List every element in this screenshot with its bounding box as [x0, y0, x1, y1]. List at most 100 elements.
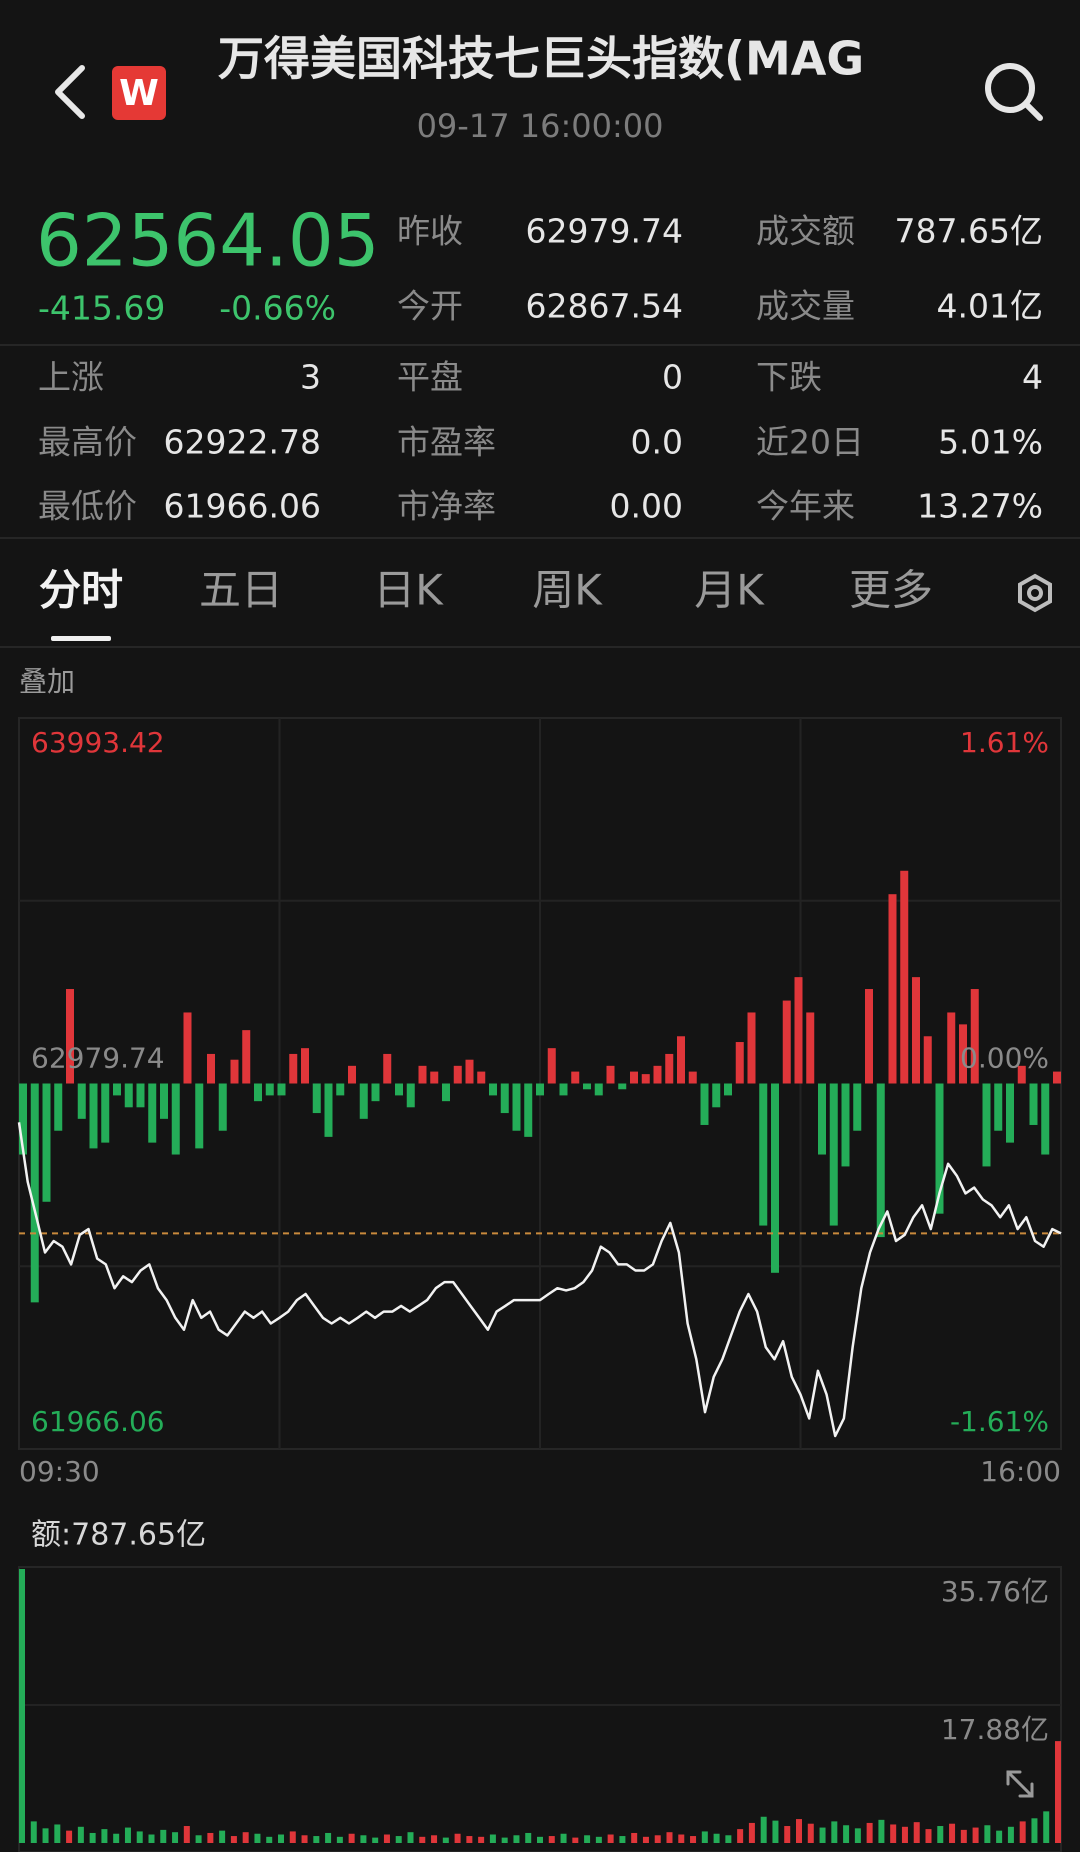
expand-button[interactable] — [1006, 1770, 1034, 1798]
turnover-bar — [336, 1836, 343, 1843]
tab[interactable]: 五日 — [199, 566, 283, 615]
x-tick-label: 16:00 — [980, 1455, 1061, 1488]
change-bar — [747, 1012, 756, 1084]
turnover-bar — [54, 1824, 61, 1843]
change-bar — [571, 1071, 580, 1084]
change-bar — [442, 1083, 450, 1102]
change-bar — [829, 1083, 838, 1226]
change-bar — [395, 1083, 403, 1096]
tab[interactable]: 周K — [532, 566, 603, 615]
svg-text:W: W — [119, 73, 159, 114]
y2-tick-label: 0.00% — [960, 1042, 1049, 1075]
stat-value: 4 — [1022, 358, 1043, 397]
change-bar — [124, 1083, 133, 1108]
change-bar — [888, 894, 897, 1084]
change-bar — [1053, 1071, 1061, 1084]
turnover-bar — [1019, 1821, 1026, 1843]
change-bar — [782, 1000, 791, 1084]
turnover-bar — [66, 1830, 73, 1843]
change-bar — [19, 1083, 27, 1155]
change-bar — [171, 1083, 180, 1155]
change-bar — [606, 1065, 615, 1084]
turnover-bar — [395, 1836, 402, 1843]
change-bar — [559, 1083, 568, 1096]
change-bar — [77, 1083, 86, 1119]
change-bar — [324, 1083, 333, 1137]
turnover-bar — [1007, 1826, 1014, 1843]
turnover-bar — [501, 1837, 508, 1843]
change-bar — [289, 1053, 298, 1084]
turnover-bar — [513, 1835, 520, 1843]
tab[interactable]: 日K — [373, 566, 444, 615]
change-bar — [207, 1053, 215, 1084]
turnover-bar — [913, 1822, 920, 1843]
turnover-bar — [1055, 1741, 1061, 1843]
stat-label: 最低价 — [38, 487, 137, 526]
turnover-bar — [301, 1835, 308, 1843]
change-bar — [982, 1083, 991, 1167]
tab[interactable]: 月K — [694, 566, 765, 615]
turnover-bar — [796, 1819, 802, 1843]
change-bar — [54, 1083, 63, 1131]
change-bar — [724, 1083, 732, 1096]
y-tick-label: 62979.74 — [31, 1042, 165, 1075]
price-change-pct: -0.66% — [219, 289, 336, 328]
stat-label: 上涨 — [38, 358, 104, 397]
change-bar — [136, 1083, 145, 1108]
turnover-bar — [737, 1829, 744, 1843]
back-button[interactable] — [55, 65, 85, 119]
tab[interactable]: 更多 — [849, 566, 933, 615]
change-bar — [524, 1083, 533, 1137]
turnover-bar — [348, 1833, 355, 1843]
turnover-bar — [560, 1833, 567, 1843]
settings-button[interactable] — [1018, 573, 1052, 613]
turnover-bar — [372, 1837, 379, 1843]
change-bar — [865, 989, 873, 1084]
stat-label: 平盘 — [397, 358, 463, 397]
change-bar — [759, 1083, 768, 1226]
turnover-bar — [607, 1834, 614, 1843]
change-bar — [547, 1048, 556, 1084]
turnover-bar — [619, 1836, 626, 1843]
turnover-bar — [242, 1832, 249, 1843]
turnover-bar — [489, 1834, 496, 1843]
change-bar — [148, 1083, 157, 1143]
turnover-bar — [960, 1829, 967, 1843]
tab[interactable]: 分时 — [39, 566, 123, 615]
change-bar — [923, 1036, 932, 1084]
turnover-bar — [772, 1820, 779, 1843]
y2-tick-label: -1.61% — [950, 1405, 1049, 1438]
overlay-button[interactable]: 叠加 — [19, 665, 75, 698]
change-bar — [512, 1083, 521, 1131]
change-bar — [195, 1083, 204, 1149]
stat-label: 昨收 — [397, 212, 463, 251]
change-bar — [841, 1083, 850, 1167]
turnover-bar — [77, 1826, 84, 1843]
turnover-chart: 35.76亿 17.88亿 — [18, 1566, 1062, 1852]
stat-value: 13.27% — [917, 487, 1043, 526]
change-bar — [371, 1083, 380, 1102]
turnover-bar — [19, 1569, 25, 1843]
change-bar — [876, 1083, 885, 1238]
last-price: 62564.05 — [36, 199, 380, 283]
stat-label: 今年来 — [756, 487, 855, 526]
change-bar — [630, 1071, 638, 1084]
turnover-bar — [701, 1831, 708, 1843]
change-bar — [42, 1083, 51, 1202]
change-bar — [30, 1083, 39, 1303]
change-bar — [959, 1024, 967, 1084]
turnover-label: 额:787.65亿 — [31, 1518, 206, 1553]
change-bar — [489, 1083, 497, 1096]
stat-label: 下跌 — [756, 358, 822, 397]
stat-label: 成交量 — [756, 287, 855, 326]
stat-value: 62867.54 — [526, 287, 683, 326]
stat-label: 最高价 — [38, 423, 137, 462]
turnover-bar — [383, 1834, 390, 1843]
turnover-bar — [1031, 1818, 1038, 1843]
search-button[interactable] — [985, 63, 1043, 121]
change-bar — [806, 1012, 815, 1084]
turnover-bar — [466, 1836, 473, 1843]
change-bar — [160, 1083, 168, 1119]
turnover-bar — [972, 1827, 979, 1843]
